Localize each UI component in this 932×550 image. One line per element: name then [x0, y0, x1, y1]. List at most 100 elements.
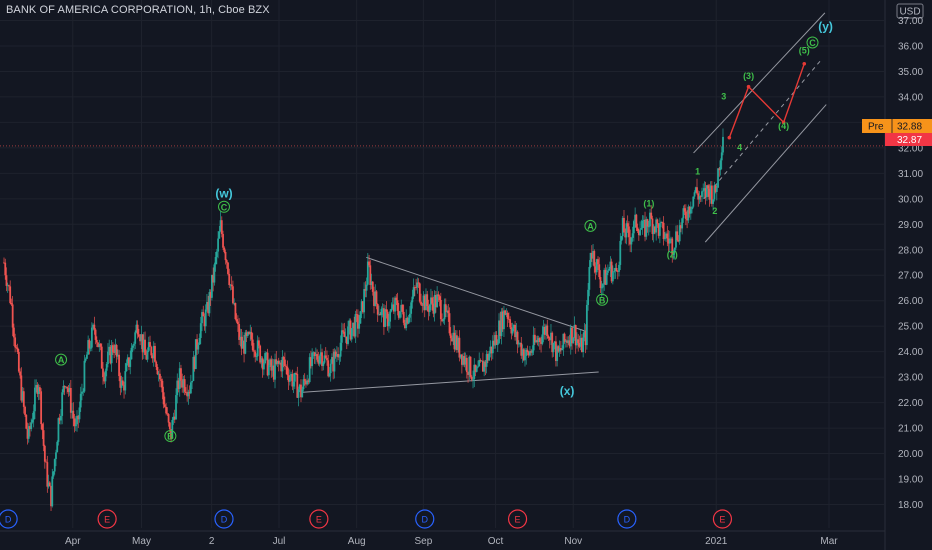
candle-body [259, 345, 262, 363]
price-axis[interactable]: USD 18.00 19.00 20.00 21.00 22.00 23.00 24.00 25… [884, 0, 932, 550]
dividend-marker[interactable]: D [0, 509, 18, 529]
wave-label[interactable]: (x) [560, 384, 575, 398]
candle-body [720, 152, 723, 161]
candle-body [465, 357, 468, 373]
price-tick-label: 37.00 [898, 16, 923, 27]
wave-label-text: (4) [778, 121, 789, 131]
candle-body [531, 350, 534, 353]
earnings-marker[interactable]: E [97, 509, 117, 529]
candle-body [81, 391, 83, 394]
dividend-marker[interactable]: D [617, 509, 637, 529]
candle-body [166, 413, 169, 415]
candle-body [365, 284, 368, 291]
price-tick-label: 20.00 [898, 449, 923, 460]
candle-body [197, 344, 200, 350]
wave-label[interactable]: 4 [737, 142, 742, 152]
candle-body [462, 356, 465, 365]
candle-body [537, 338, 540, 343]
candle-body [620, 236, 623, 241]
candle-body [222, 233, 224, 248]
candle-body [171, 419, 174, 439]
candle-body [533, 334, 536, 343]
wave-label[interactable]: B [596, 293, 609, 306]
channel-upper-line[interactable] [693, 12, 826, 154]
candle-body [212, 274, 215, 283]
candle-body [74, 424, 77, 427]
candle-body [133, 343, 135, 346]
candle-body [511, 328, 514, 334]
triangle-upper-line[interactable] [366, 256, 586, 332]
candle-body [397, 310, 400, 318]
event-letter: D [624, 515, 631, 525]
candle-body [60, 415, 62, 421]
dividend-marker[interactable]: D [214, 509, 234, 529]
wave-label-text: 4 [737, 142, 742, 152]
wave-label[interactable]: A [584, 219, 597, 232]
candle-body [206, 301, 208, 310]
candle-body [621, 217, 624, 237]
event-circle [415, 509, 435, 529]
candle-body [646, 219, 649, 227]
wave-label[interactable]: (1) [643, 198, 654, 208]
candle-body [670, 238, 672, 240]
wave-label[interactable]: B [164, 430, 177, 443]
time-axis[interactable]: Apr May 2 Jul Aug Sep Oct Nov 2021 Mar [0, 530, 885, 547]
candle-body [448, 313, 451, 334]
candle-body [52, 471, 55, 477]
wave-label[interactable]: (5) [799, 46, 810, 56]
wave-label[interactable]: C [806, 36, 819, 49]
candle-body [370, 281, 373, 285]
candle-body [319, 352, 322, 357]
candle-body [308, 357, 311, 383]
wave-label[interactable]: 2 [712, 206, 717, 216]
earnings-marker[interactable]: E [309, 509, 329, 529]
candle-body [545, 325, 547, 335]
candle-body [6, 285, 9, 286]
wave-label[interactable]: (4) [778, 121, 789, 131]
triangle-lower-line[interactable] [300, 371, 599, 393]
candle-body [604, 269, 607, 285]
candle-body [495, 335, 498, 345]
candle-body [293, 372, 296, 382]
wave-label[interactable]: C [218, 200, 230, 213]
time-tick-label: Sep [414, 536, 432, 547]
wave-label[interactable]: (y) [818, 20, 833, 34]
candle-body [501, 311, 504, 330]
candle-body [572, 337, 575, 344]
candle-body [307, 380, 310, 383]
candle-body [301, 389, 304, 398]
candle-body [300, 384, 302, 398]
candle-body [182, 379, 185, 388]
candle-body [378, 313, 380, 315]
dividend-marker[interactable]: D [415, 509, 435, 529]
candle-series [3, 128, 724, 511]
drawing-overlays[interactable] [300, 12, 827, 393]
earnings-marker[interactable]: E [712, 509, 733, 529]
candle-body [444, 304, 447, 313]
wave-label[interactable]: (3) [743, 71, 754, 81]
earnings-marker[interactable]: E [507, 509, 528, 529]
wave-label[interactable]: (w) [215, 187, 232, 201]
wave-projection-path[interactable] [728, 63, 805, 138]
candle-body [613, 271, 615, 273]
event-letter: E [515, 515, 521, 525]
wave-label[interactable]: 1 [695, 167, 700, 177]
candle-body [697, 193, 700, 200]
wave-label[interactable]: (2) [667, 249, 678, 259]
candle-body [683, 208, 686, 212]
candle-body [235, 319, 238, 322]
candle-body [140, 334, 143, 342]
pre-badge-label: Pre [868, 122, 884, 133]
projection-node [802, 62, 807, 66]
candle-body [43, 445, 46, 462]
channel-middle-line[interactable] [703, 58, 823, 200]
wave-label[interactable]: 3 [721, 91, 726, 101]
currency-label[interactable]: USD [896, 3, 924, 19]
channel-lower-line[interactable] [704, 104, 827, 243]
candle-body [152, 345, 155, 359]
wave-label[interactable]: A [55, 353, 68, 366]
candle-body [607, 270, 609, 273]
